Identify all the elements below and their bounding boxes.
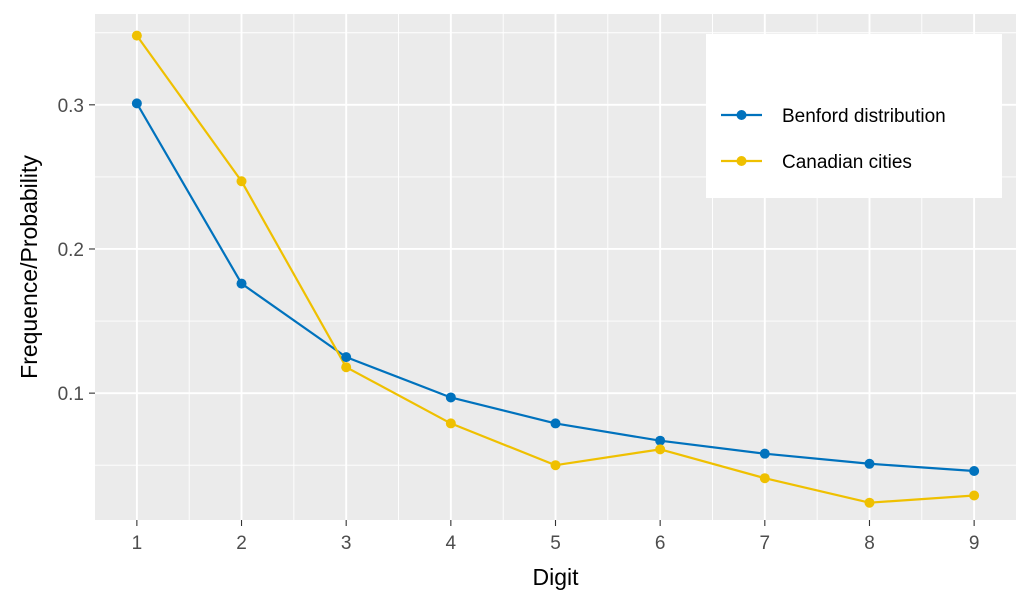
data-point-canadian-cities <box>445 418 456 429</box>
x-tick-label: 1 <box>132 533 143 554</box>
data-point-benford <box>236 278 247 289</box>
legend-label: Canadian cities <box>782 152 912 173</box>
y-tick-label: 0.1 <box>58 384 84 405</box>
x-tick-label: 4 <box>446 533 457 554</box>
legend-key-dot <box>736 156 747 166</box>
series-layer <box>131 30 980 508</box>
legend: Benford distribution Canadian cities <box>706 34 1002 198</box>
x-tick-label: 3 <box>341 533 352 554</box>
data-point-canadian-cities <box>655 444 666 455</box>
data-point-benford <box>655 435 666 446</box>
x-axis-title: Digit <box>532 564 579 590</box>
legend-key-dot <box>736 110 747 120</box>
data-point-canadian-cities <box>969 490 980 501</box>
data-point-benford <box>759 448 770 459</box>
x-tick-label: 5 <box>550 533 561 554</box>
y-axis-title: Frequence/Probability <box>16 155 42 379</box>
legend-item-canadian-cities: Canadian cities <box>721 152 912 173</box>
data-point-canadian-cities <box>864 497 875 508</box>
data-point-benford <box>131 98 142 109</box>
x-tick-label: 9 <box>969 533 980 554</box>
data-point-benford <box>445 392 456 403</box>
x-axis: 1 2 3 4 5 6 7 8 9 <box>132 520 980 554</box>
x-tick-label: 2 <box>236 533 247 554</box>
y-tick-label: 0.2 <box>58 240 84 261</box>
y-tick-label: 0.3 <box>58 96 84 117</box>
legend-item-benford: Benford distribution <box>721 106 946 127</box>
data-point-canadian-cities <box>236 176 247 187</box>
data-point-canadian-cities <box>341 362 352 373</box>
data-point-canadian-cities <box>550 460 561 471</box>
legend-label: Benford distribution <box>782 106 946 127</box>
data-point-canadian-cities <box>759 473 770 484</box>
major-gridlines <box>95 14 1016 520</box>
x-tick-label: 8 <box>864 533 875 554</box>
data-point-benford <box>341 352 352 363</box>
data-point-canadian-cities <box>131 30 142 41</box>
x-tick-label: 6 <box>655 533 666 554</box>
data-point-benford <box>969 465 980 476</box>
y-axis: 0.1 0.2 0.3 <box>58 96 95 405</box>
data-point-benford <box>550 418 561 429</box>
data-point-benford <box>864 458 875 469</box>
x-tick-label: 7 <box>760 533 771 554</box>
